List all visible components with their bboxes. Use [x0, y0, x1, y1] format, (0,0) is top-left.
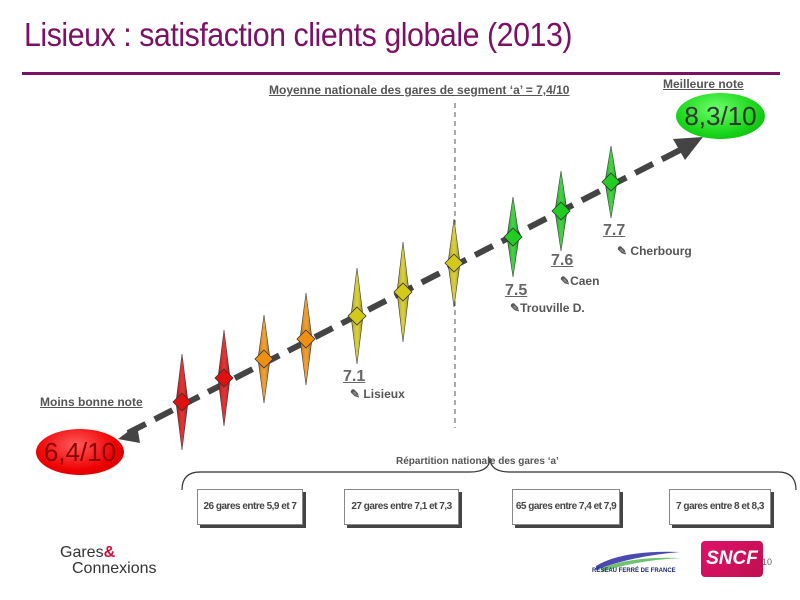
score-marker: [296, 292, 316, 386]
score-marker: [503, 196, 523, 278]
distribution-box-4: 7 gares entre 8 et 8,3: [669, 489, 771, 525]
distribution-box-3: 65 gares entre 7,4 et 7,9: [512, 489, 620, 525]
distribution-box-2: 27 gares entre 7,1 et 7,3: [344, 489, 459, 525]
page-title: Lisieux : satisfaction clients globale (…: [24, 16, 573, 53]
worst-score-label: Moins bonne note: [40, 395, 143, 409]
score-marker: [551, 170, 571, 252]
score-marker: [393, 241, 413, 343]
station-name-lisieux: ✎ Lisieux: [350, 387, 405, 401]
rff-logo: [596, 551, 682, 572]
distribution-title: Répartition nationale des gares ‘a’: [396, 456, 559, 467]
best-score-label: Meilleure note: [663, 77, 744, 91]
page-number: 10: [762, 557, 773, 567]
tag-icon: ✎: [510, 301, 521, 315]
trend-arrow-head-down: [118, 425, 140, 443]
sncf-logo: SNCF: [701, 541, 763, 577]
tag-icon: ✎: [617, 244, 628, 258]
score-marker: [254, 314, 274, 404]
distribution-box-1: 26 gares entre 5,9 et 7: [197, 489, 303, 525]
gares-connexions-logo: Gares& Connexions: [60, 544, 157, 577]
tag-icon: ✎: [350, 387, 361, 401]
station-value-caen: 7.6: [551, 252, 574, 269]
tag-icon: ✎: [560, 274, 571, 288]
worst-score-bubble: 6,4/10: [36, 429, 124, 475]
title-underline: [22, 72, 780, 75]
rff-logo-text: RÉSEAU FERRÉ DE FRANCE: [592, 568, 676, 574]
station-value-trouville: 7.5: [505, 282, 528, 299]
station-name-cherbourg: ✎ Cherbourg: [617, 244, 692, 258]
station-value-lisieux: 7.1: [343, 368, 366, 385]
score-marker: [601, 145, 621, 219]
station-value-cherbourg: 7.7: [603, 222, 626, 239]
station-name-trouville: ✎Trouville D.: [510, 301, 585, 315]
score-marker: [172, 353, 192, 451]
trend-arrow-head-up: [673, 137, 703, 160]
station-name-caen: ✎Caen: [560, 274, 600, 288]
score-marker: [444, 218, 464, 308]
national-average-label: Moyenne nationale des gares de segment ‘…: [269, 83, 570, 97]
score-marker: [347, 267, 367, 365]
score-marker: [214, 329, 234, 427]
best-score-bubble: 8,3/10: [676, 93, 765, 139]
